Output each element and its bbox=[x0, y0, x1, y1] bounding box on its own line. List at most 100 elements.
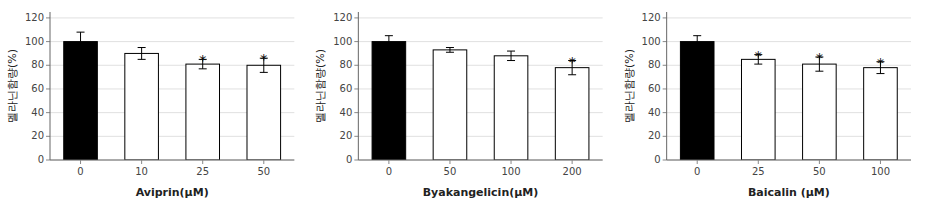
y-tick bbox=[354, 88, 358, 89]
bar bbox=[680, 42, 714, 160]
chart-figure: 0 20 40 60 80 100 120 0 10 25 50 * * Aviprin(μM) 멜라닌함량… bbox=[0, 0, 925, 204]
x-tick-label: 100 bbox=[871, 166, 890, 177]
panel: 02040608010012002550100***Baicalin (μM)멜… bbox=[623, 12, 911, 199]
bar bbox=[864, 68, 898, 160]
x-tick bbox=[511, 160, 512, 164]
y-tick bbox=[354, 160, 358, 161]
x-tick bbox=[880, 160, 881, 164]
x-axis-label: Byakangelicin(μM) bbox=[423, 186, 539, 199]
x-tick-label: 25 bbox=[752, 166, 765, 177]
significance-marker: * bbox=[816, 50, 823, 66]
y-tick bbox=[46, 17, 50, 18]
x-tick-label: 25 bbox=[196, 166, 209, 177]
x-tick bbox=[388, 160, 389, 164]
y-tick bbox=[354, 41, 358, 42]
x-tick-label: 50 bbox=[813, 166, 826, 177]
y-tick bbox=[46, 88, 50, 89]
y-tick-label: 120 bbox=[333, 12, 352, 23]
grid-line bbox=[50, 17, 294, 18]
x-tick bbox=[819, 160, 820, 164]
y-tick bbox=[663, 160, 667, 161]
x-tick-label: 0 bbox=[386, 166, 392, 177]
grid-line bbox=[667, 17, 911, 18]
y-tick bbox=[354, 136, 358, 137]
grid-line bbox=[358, 17, 602, 18]
y-tick bbox=[663, 17, 667, 18]
y-axis-label: 멜라닌함량(%) bbox=[623, 49, 636, 123]
bar bbox=[372, 42, 406, 160]
x-tick bbox=[449, 160, 450, 164]
y-tick-label: 0 bbox=[38, 154, 44, 165]
y-tick bbox=[46, 41, 50, 42]
y-axis-line bbox=[50, 12, 51, 160]
error-bar bbox=[138, 48, 146, 60]
error-bar bbox=[507, 51, 515, 60]
y-tick bbox=[354, 17, 358, 18]
panel: 020406080100120050100200*Byakangelicin(μ… bbox=[314, 12, 602, 199]
y-axis-label: 멜라닌함량(%) bbox=[6, 49, 19, 123]
x-tick bbox=[141, 160, 142, 164]
x-axis-line bbox=[358, 160, 602, 161]
x-tick-label: 200 bbox=[563, 166, 582, 177]
y-tick bbox=[663, 65, 667, 66]
y-tick bbox=[46, 112, 50, 113]
x-axis-label: Baicalin (μM) bbox=[748, 186, 830, 199]
bar bbox=[125, 53, 159, 160]
x-tick-label: 0 bbox=[77, 166, 83, 177]
y-tick bbox=[46, 160, 50, 161]
y-tick bbox=[354, 112, 358, 113]
y-tick bbox=[663, 112, 667, 113]
y-tick-label: 120 bbox=[642, 12, 661, 23]
y-tick-label: 100 bbox=[25, 36, 44, 47]
grid-line bbox=[50, 160, 294, 161]
y-tick bbox=[46, 136, 50, 137]
y-tick-label: 20 bbox=[648, 130, 661, 141]
bar bbox=[186, 64, 220, 160]
x-tick bbox=[572, 160, 573, 164]
error-bar bbox=[77, 32, 85, 51]
panel: 0204060801001200102550**Aviprin(μM)멜라닌함량… bbox=[6, 12, 294, 199]
x-tick bbox=[697, 160, 698, 164]
bar bbox=[64, 42, 98, 160]
y-tick-label: 120 bbox=[25, 12, 44, 23]
y-tick-label: 60 bbox=[648, 83, 661, 94]
bar bbox=[555, 68, 589, 160]
x-tick-label: 100 bbox=[501, 166, 520, 177]
plot-area bbox=[64, 32, 281, 160]
x-tick bbox=[263, 160, 264, 164]
y-tick-label: 100 bbox=[333, 36, 352, 47]
plot-area bbox=[680, 36, 897, 160]
bar bbox=[494, 56, 528, 160]
y-tick bbox=[663, 88, 667, 89]
y-tick-label: 0 bbox=[346, 154, 352, 165]
x-tick-label: 0 bbox=[694, 166, 700, 177]
significance-marker: * bbox=[260, 51, 267, 67]
x-tick-label: 50 bbox=[257, 166, 270, 177]
y-tick-label: 20 bbox=[31, 130, 44, 141]
y-tick-label: 80 bbox=[648, 59, 661, 70]
x-tick-label: 50 bbox=[444, 166, 457, 177]
y-axis-line bbox=[666, 12, 667, 160]
y-tick-label: 40 bbox=[31, 107, 44, 118]
y-tick bbox=[663, 136, 667, 137]
significance-marker: * bbox=[199, 52, 206, 68]
significance-marker: * bbox=[755, 48, 762, 64]
x-tick-label: 10 bbox=[135, 166, 148, 177]
x-tick bbox=[80, 160, 81, 164]
y-axis-label: 멜라닌함량(%) bbox=[314, 49, 327, 123]
bar bbox=[247, 65, 281, 160]
error-bar bbox=[446, 48, 454, 53]
significance-marker: * bbox=[877, 55, 884, 71]
x-axis-label: Aviprin(μM) bbox=[136, 186, 209, 199]
error-bar bbox=[385, 36, 393, 48]
x-axis-line bbox=[667, 160, 911, 161]
bar bbox=[803, 64, 837, 160]
significance-marker: * bbox=[569, 54, 576, 70]
y-tick-label: 40 bbox=[648, 107, 661, 118]
y-tick-label: 80 bbox=[31, 59, 44, 70]
y-tick-label: 0 bbox=[654, 154, 660, 165]
bar bbox=[741, 59, 775, 160]
error-bar bbox=[693, 36, 701, 48]
y-tick-label: 80 bbox=[340, 59, 353, 70]
y-tick-label: 40 bbox=[340, 107, 353, 118]
